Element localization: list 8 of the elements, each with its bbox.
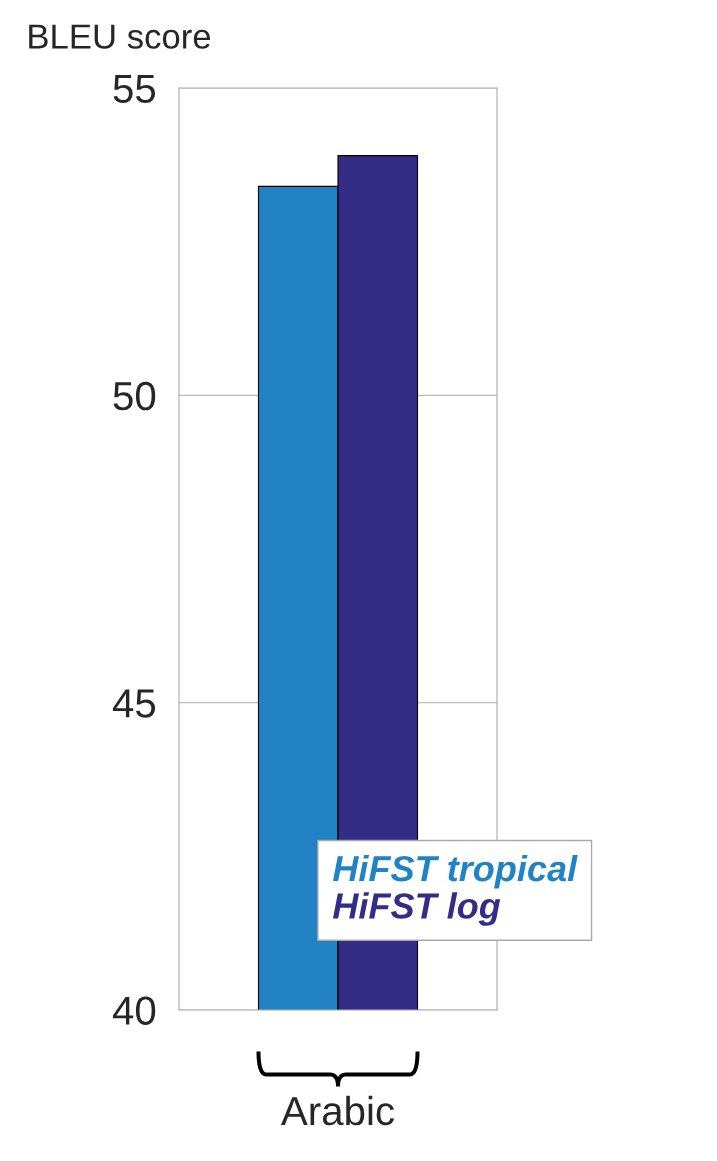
y-tick-label: 55 bbox=[113, 74, 156, 103]
series-label: HiFST log bbox=[332, 892, 501, 926]
y-axis-title: BLEU score bbox=[29, 24, 211, 49]
y-tick-label: 50 bbox=[113, 381, 156, 411]
y-tick-label: 45 bbox=[112, 689, 156, 718]
x-tick-label: Arabic bbox=[281, 1095, 395, 1126]
series-label: HiFST tropical bbox=[332, 854, 578, 889]
y-tick-label: 40 bbox=[112, 996, 156, 1025]
